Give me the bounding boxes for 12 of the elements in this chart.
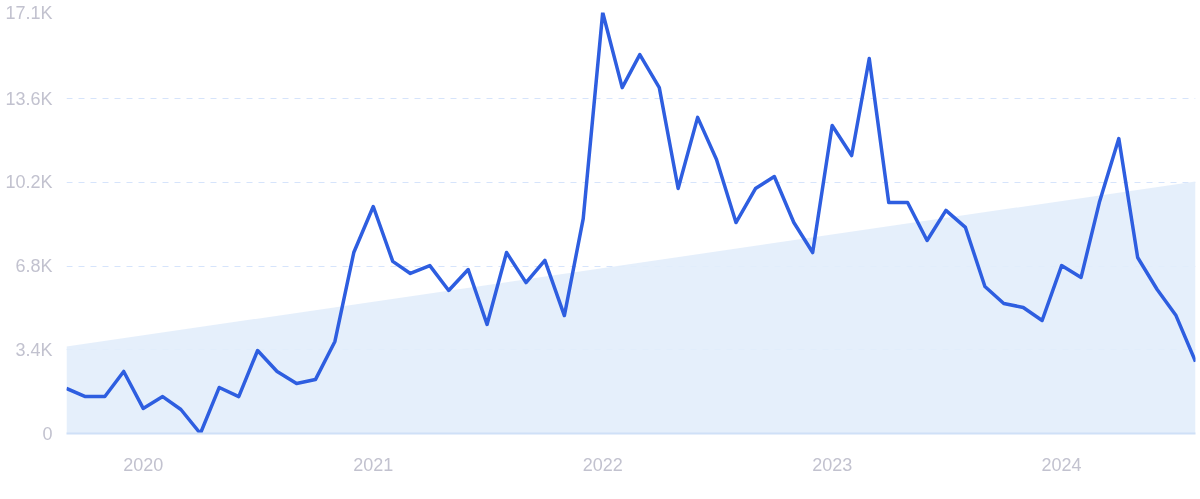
y-tick-label: 3.4K <box>15 339 53 360</box>
y-tick-label: 0 <box>42 423 53 444</box>
y-tick-label: 13.6K <box>5 88 53 109</box>
y-tick-label: 10.2K <box>5 172 53 193</box>
x-tick-label: 2023 <box>812 454 853 475</box>
x-tick-label: 2024 <box>1041 454 1082 475</box>
line-series <box>66 12 1196 434</box>
y-tick-label: 17.1K <box>5 2 53 23</box>
x-tick-label: 2020 <box>123 454 164 475</box>
x-tick-label: 2022 <box>582 454 623 475</box>
x-tick-label: 2021 <box>353 454 394 475</box>
y-tick-label: 6.8K <box>15 256 53 277</box>
